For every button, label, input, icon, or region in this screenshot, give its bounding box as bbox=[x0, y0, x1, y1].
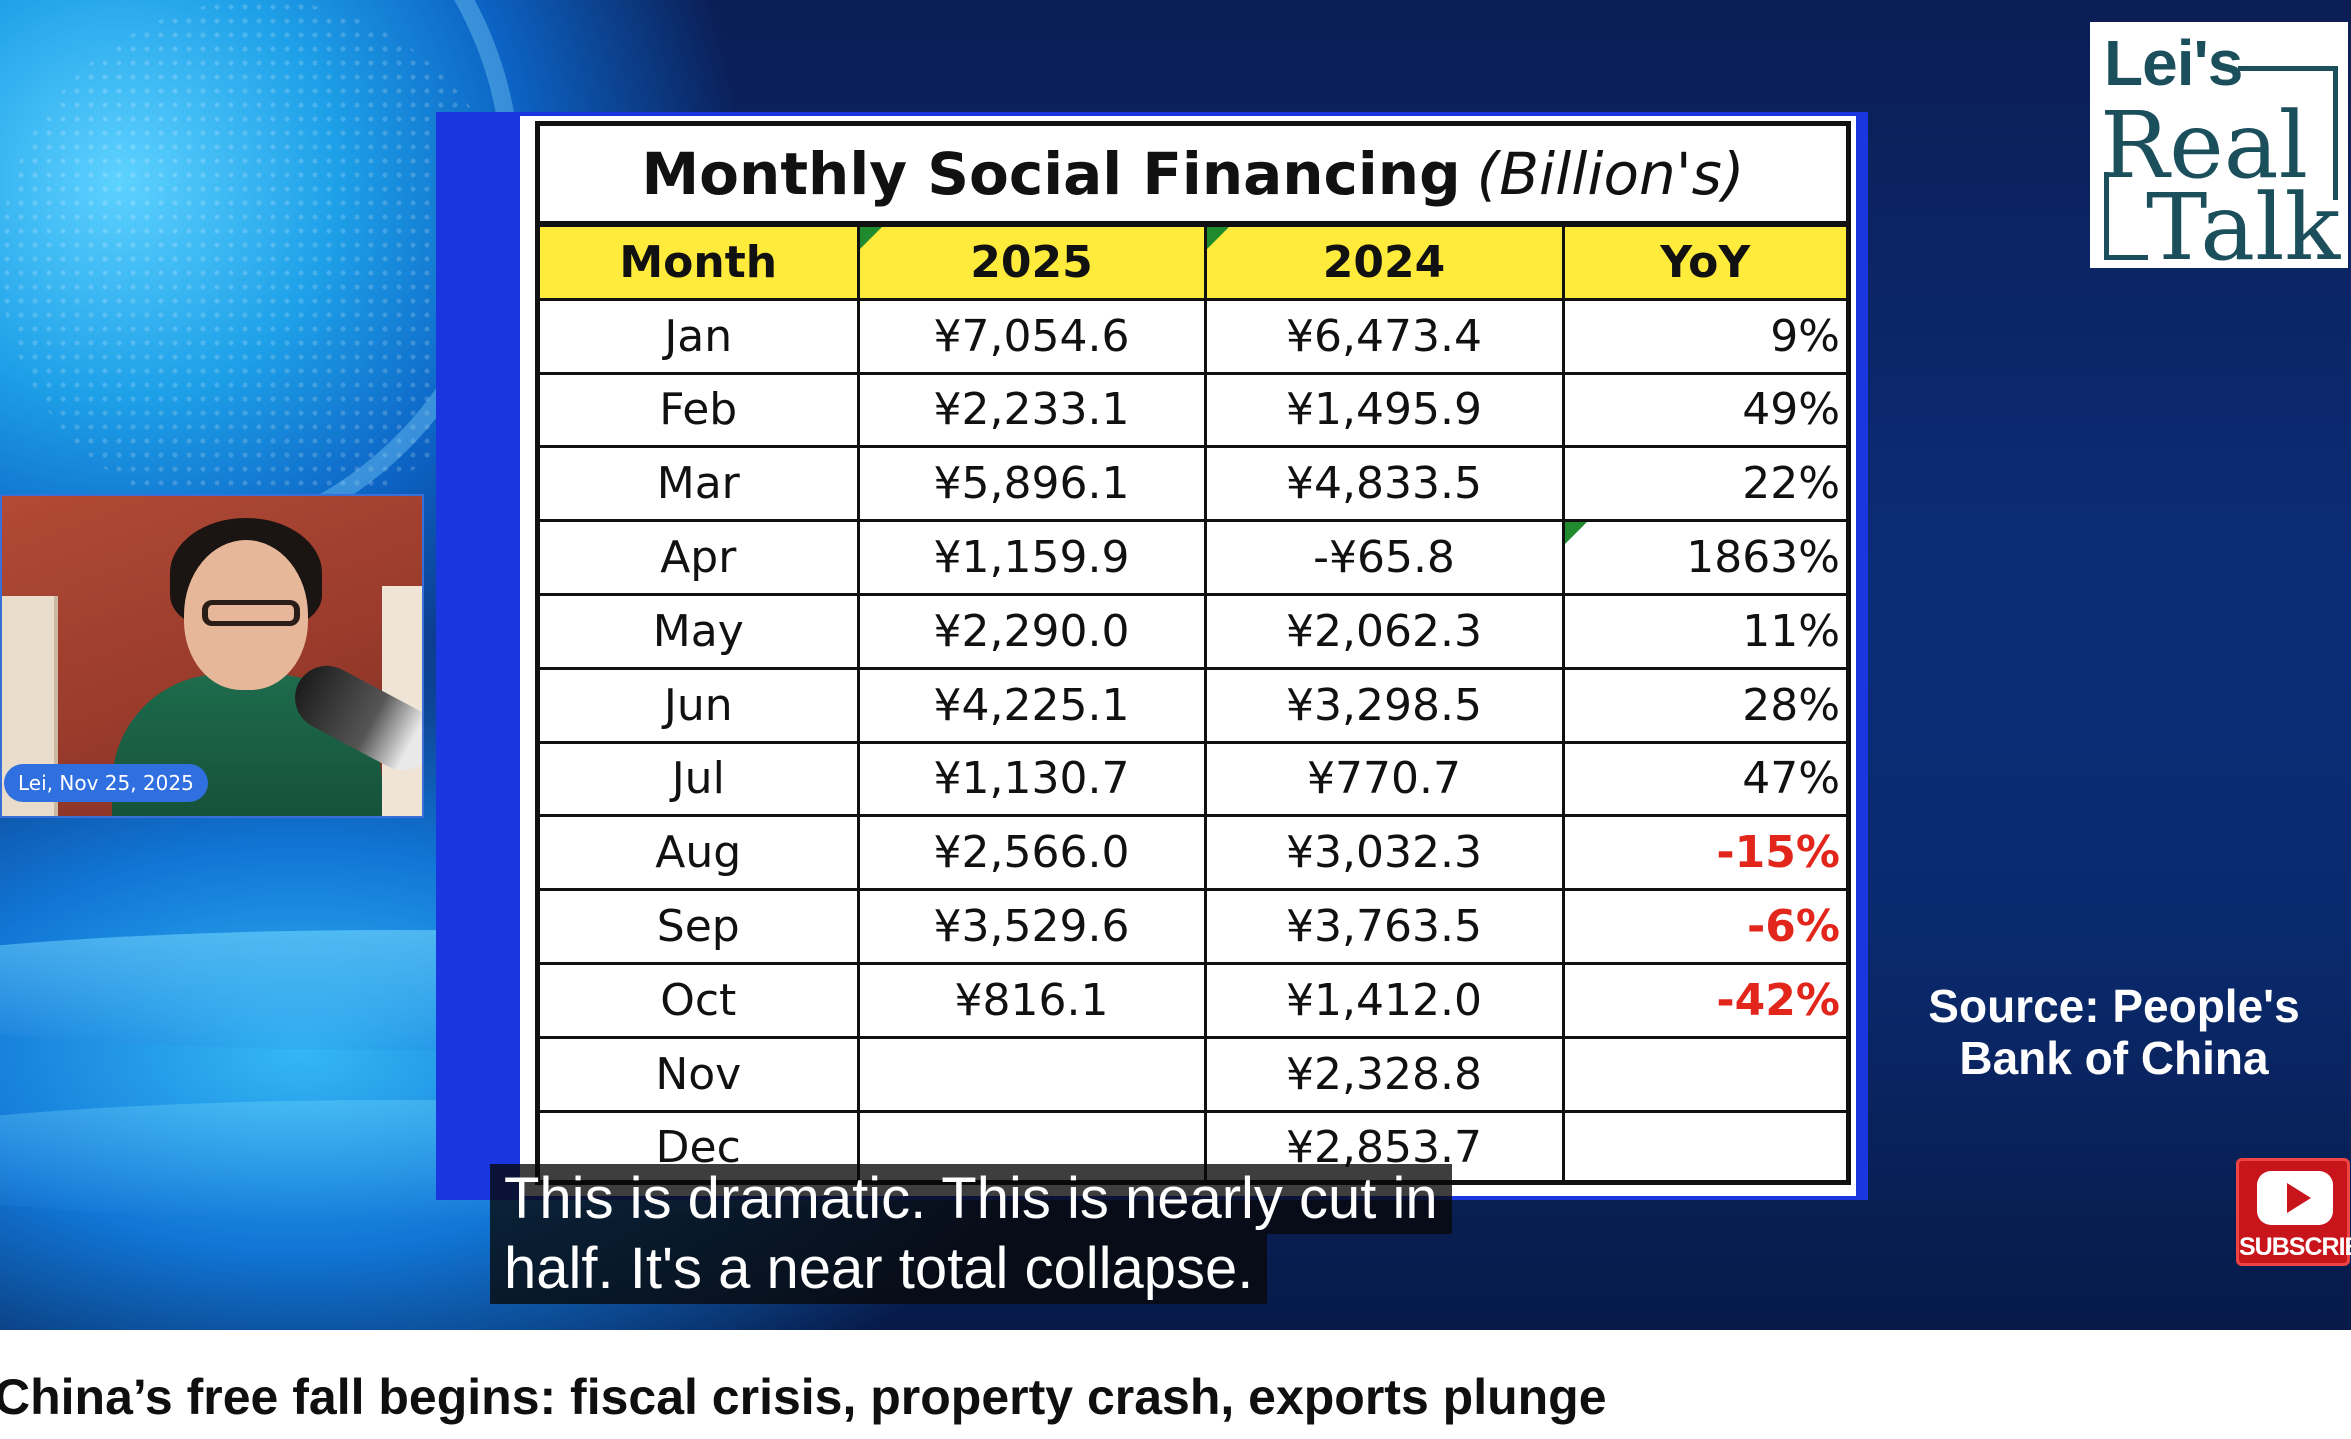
table-row: Nov ¥2,328.8 bbox=[540, 1035, 1846, 1113]
cell-month: May bbox=[540, 592, 860, 670]
cell-yoy bbox=[1561, 1109, 1846, 1180]
cell-yoy: 28% bbox=[1561, 666, 1846, 744]
table-row: Feb ¥2,233.1 ¥1,495.9 49% bbox=[540, 371, 1846, 449]
table-row: Oct ¥816.1 ¥1,412.0 -42% bbox=[540, 961, 1846, 1039]
cell-2024: ¥4,833.5 bbox=[1203, 445, 1565, 523]
cell-2025: ¥1,159.9 bbox=[856, 519, 1207, 596]
channel-logo: Lei's Real Talk bbox=[2090, 22, 2348, 278]
subscribe-label: SUBSCRIBE bbox=[2239, 1233, 2351, 1261]
cell-yoy: 47% bbox=[1561, 740, 1846, 818]
cell-2025 bbox=[856, 1035, 1207, 1113]
cell-2024: ¥2,328.8 bbox=[1203, 1035, 1565, 1113]
cell-month: Feb bbox=[540, 371, 860, 449]
play-triangle-icon bbox=[2287, 1183, 2311, 1213]
cell-2024: ¥1,495.9 bbox=[1203, 371, 1565, 449]
cell-2024: ¥2,062.3 bbox=[1203, 592, 1565, 670]
table-header-row: Month 2025 2024 YoY bbox=[540, 224, 1846, 301]
cell-yoy-negative: -6% bbox=[1561, 888, 1846, 965]
caption-line-1: This is dramatic. This is nearly cut in bbox=[490, 1164, 1452, 1234]
table-row: May ¥2,290.0 ¥2,062.3 11% bbox=[540, 592, 1846, 670]
cell-2025: ¥1,130.7 bbox=[856, 740, 1207, 818]
financing-table: Monthly Social Financing (Billion's) Mon… bbox=[535, 121, 1851, 1185]
cell-comment-marker bbox=[859, 227, 882, 249]
webcam-inset: Lei, Nov 25, 2025 bbox=[0, 494, 424, 818]
cell-month: Aug bbox=[540, 814, 860, 892]
cell-yoy: 9% bbox=[1561, 297, 1846, 375]
header-2024: 2024 bbox=[1203, 224, 1565, 301]
source-line-2: Bank of China bbox=[1959, 1032, 2269, 1084]
table-row: Sep ¥3,529.6 ¥3,763.5 -6% bbox=[540, 888, 1846, 965]
cell-2025: ¥5,896.1 bbox=[856, 445, 1207, 523]
cell-2025: ¥7,054.6 bbox=[856, 297, 1207, 375]
cell-month: Oct bbox=[540, 961, 860, 1039]
table-row: Jun ¥4,225.1 ¥3,298.5 28% bbox=[540, 666, 1846, 744]
cell-2025: ¥4,225.1 bbox=[856, 666, 1207, 744]
cell-yoy: 22% bbox=[1561, 445, 1846, 523]
table-row: Aug ¥2,566.0 ¥3,032.3 -15% bbox=[540, 814, 1846, 892]
video-player[interactable]: Monthly Social Financing (Billion's) Mon… bbox=[0, 0, 2351, 1330]
cell-yoy bbox=[1561, 1035, 1846, 1113]
logo-frame bbox=[2333, 66, 2338, 200]
cell-2024: ¥3,763.5 bbox=[1203, 888, 1565, 965]
header-month: Month bbox=[540, 224, 860, 301]
logo-frame bbox=[2238, 66, 2338, 71]
header-2024-label: 2024 bbox=[1322, 236, 1446, 288]
table-title-text: Monthly Social Financing bbox=[641, 139, 1461, 208]
table-row: Jul ¥1,130.7 ¥770.7 47% bbox=[540, 740, 1846, 818]
cell-month: Jan bbox=[540, 297, 860, 375]
cell-month: Nov bbox=[540, 1035, 860, 1113]
cell-yoy: 49% bbox=[1561, 371, 1846, 449]
header-2025: 2025 bbox=[856, 224, 1207, 301]
caption-line-2: half. It's a near total collapse. bbox=[490, 1234, 1268, 1304]
source-line-1: Source: People's bbox=[1928, 980, 2300, 1032]
presenter-badge: Lei, Nov 25, 2025 bbox=[4, 764, 208, 802]
header-2025-label: 2025 bbox=[970, 236, 1093, 288]
header-yoy: YoY bbox=[1561, 224, 1846, 301]
cell-month: Apr bbox=[540, 519, 860, 596]
cell-2025: ¥3,529.6 bbox=[856, 888, 1207, 965]
cell-month: Jul bbox=[540, 740, 860, 818]
logo-line-2: Real bbox=[2100, 92, 2308, 199]
table-row: Apr ¥1,159.9 -¥65.8 1863% bbox=[540, 519, 1846, 596]
data-table: Month 2025 2024 YoY Jan ¥7,054.6 ¥6,473.… bbox=[540, 224, 1846, 1180]
cell-2025: ¥2,233.1 bbox=[856, 371, 1207, 449]
cell-month: Jun bbox=[540, 666, 860, 744]
logo-frame bbox=[2104, 255, 2148, 260]
presenter-glasses bbox=[202, 600, 300, 626]
cell-yoy-negative: -15% bbox=[1561, 814, 1846, 892]
cell-2024: ¥6,473.4 bbox=[1203, 297, 1565, 375]
table-row: Jan ¥7,054.6 ¥6,473.4 9% bbox=[540, 297, 1846, 375]
cell-2025: ¥2,566.0 bbox=[856, 814, 1207, 892]
logo-line-1: Lei's bbox=[2104, 27, 2243, 99]
cell-2024: ¥3,298.5 bbox=[1203, 666, 1565, 744]
table-title-unit: (Billion's) bbox=[1476, 139, 1745, 208]
cell-month: Mar bbox=[540, 445, 860, 523]
cell-2024: ¥3,032.3 bbox=[1203, 814, 1565, 892]
table-title: Monthly Social Financing (Billion's) bbox=[540, 126, 1846, 224]
subscribe-button[interactable]: SUBSCRIBE bbox=[2236, 1158, 2351, 1266]
cell-comment-marker bbox=[1206, 227, 1229, 249]
cell-yoy: 11% bbox=[1561, 592, 1846, 670]
cell-yoy-value: 1863% bbox=[1686, 532, 1840, 584]
logo-frame bbox=[2104, 172, 2109, 260]
source-note: Source: People's Bank of China bbox=[1884, 980, 2344, 1084]
cell-2024: ¥1,412.0 bbox=[1203, 961, 1565, 1039]
logo-line-3: Talk bbox=[2146, 174, 2341, 281]
cell-month: Sep bbox=[540, 888, 860, 965]
cell-2024: ¥770.7 bbox=[1203, 740, 1565, 818]
cell-2025: ¥816.1 bbox=[856, 961, 1207, 1039]
video-title[interactable]: China’s free fall begins: fiscal crisis,… bbox=[0, 1369, 1607, 1425]
table-row: Mar ¥5,896.1 ¥4,833.5 22% bbox=[540, 445, 1846, 523]
cell-2025: ¥2,290.0 bbox=[856, 592, 1207, 670]
cell-yoy-negative: -42% bbox=[1561, 961, 1846, 1039]
cell-2024: -¥65.8 bbox=[1203, 519, 1565, 596]
cell-yoy: 1863% bbox=[1561, 519, 1846, 596]
cell-comment-marker bbox=[1564, 522, 1587, 545]
